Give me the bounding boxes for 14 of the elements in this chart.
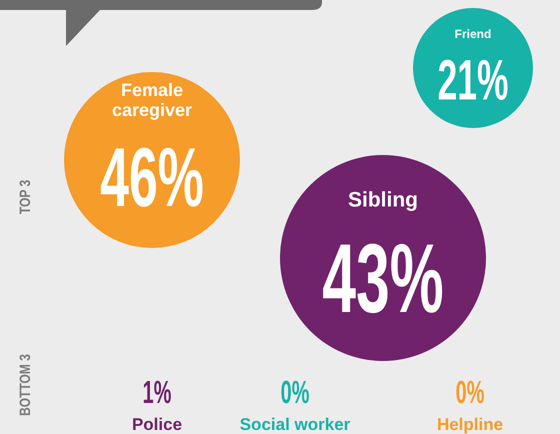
data-label: 1% <box>142 374 172 410</box>
category-label: Friend <box>454 27 492 41</box>
data-label: 0% <box>456 374 484 410</box>
text: TOP 3 <box>16 179 34 214</box>
category-label: Social worker <box>240 415 351 434</box>
data-label: 43% <box>322 224 444 334</box>
category-label: Sibling <box>348 188 418 212</box>
data-label: 21% <box>438 48 508 113</box>
category-label: Police <box>132 415 182 434</box>
category-label: Helpline <box>436 415 504 434</box>
text: BOTTOM 3 <box>16 354 34 416</box>
data-label: 46% <box>100 130 204 224</box>
category-label: Female caregiver <box>112 80 192 120</box>
data-label: 0% <box>280 374 310 410</box>
